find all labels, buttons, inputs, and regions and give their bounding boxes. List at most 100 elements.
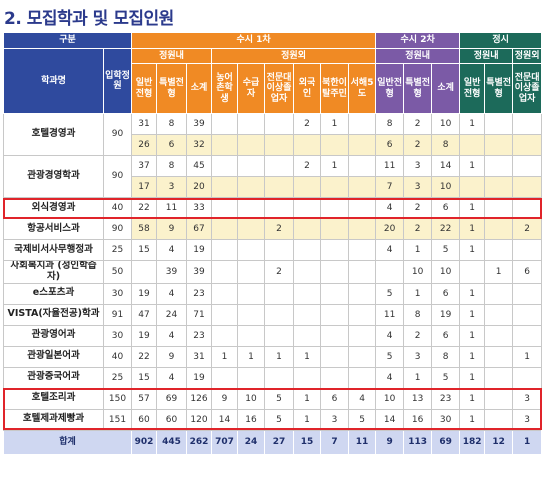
- cell: [512, 366, 543, 389]
- cell: 5: [264, 387, 294, 410]
- cell: [512, 113, 543, 135]
- cell: [264, 303, 294, 326]
- column-header: 수급자: [237, 63, 265, 114]
- cell: 2: [264, 260, 294, 284]
- cell: [264, 282, 294, 305]
- cell: [237, 218, 265, 240]
- column-header: 일반전형: [131, 63, 157, 114]
- column-header: 외국인: [293, 63, 321, 114]
- cell: 1: [459, 387, 486, 410]
- cell: [293, 260, 321, 284]
- cell: 60: [156, 408, 187, 431]
- column-header: 전문대이상졸업자: [512, 63, 543, 114]
- cell: [211, 324, 238, 347]
- cell: [264, 324, 294, 347]
- cell: [459, 134, 486, 156]
- cell: [264, 197, 294, 219]
- cell: 22: [131, 197, 157, 219]
- cell: 4: [156, 324, 187, 347]
- cell: [293, 324, 321, 347]
- cell: 19: [186, 239, 212, 261]
- cell: [347, 197, 377, 219]
- dept-name: 호텔조리과: [3, 387, 104, 410]
- group-header: 수시 1차: [130, 32, 377, 49]
- quota: 50: [103, 260, 132, 284]
- total-cell: 15: [293, 429, 321, 455]
- cell: 20: [186, 176, 212, 198]
- cell: [484, 408, 514, 431]
- dept-name: 사회복지과 (성인학습자): [3, 260, 104, 284]
- cell: 5: [431, 366, 461, 389]
- quota: 90: [103, 218, 132, 240]
- cell: 1: [403, 282, 433, 305]
- cell: 22: [431, 218, 461, 240]
- table-row: 항공서비스과 90 58 9 67 2 20 2 22 1 2: [3, 218, 543, 240]
- cell: [347, 134, 377, 156]
- table-row: e스포츠과 30 19 4 23 5 1 6 1: [3, 282, 543, 305]
- subgroup-header: 정원내: [131, 48, 212, 64]
- cell: 26: [131, 134, 157, 156]
- cell: 5: [347, 408, 377, 431]
- cell: [293, 134, 321, 156]
- cell: 22: [131, 345, 157, 368]
- group-header: 수시 2차: [375, 32, 461, 49]
- cell: 2: [403, 218, 433, 240]
- cell: 9: [156, 218, 187, 240]
- cell: [211, 282, 238, 305]
- table-row: 관광일본어과 40 22 9 31 1 1 1 1 5 3 8 1 1: [3, 345, 543, 368]
- cell: [347, 218, 377, 240]
- cell: 1: [459, 303, 486, 326]
- cell: [484, 282, 514, 305]
- cell: 6: [431, 324, 461, 347]
- cell: [211, 260, 238, 284]
- cell: [237, 197, 265, 219]
- cell: 1: [484, 260, 514, 284]
- cell: 11: [375, 155, 405, 177]
- cell: [484, 113, 514, 135]
- corner-header: 구분: [3, 32, 132, 49]
- cell: [512, 324, 543, 347]
- cell: [512, 155, 543, 177]
- cell: 1: [293, 345, 321, 368]
- quota: 90: [103, 113, 132, 156]
- column-header: 소계: [186, 63, 212, 114]
- cell: [320, 134, 349, 156]
- cell: 8: [156, 155, 187, 177]
- cell: [211, 366, 238, 389]
- cell: [320, 218, 349, 240]
- column-header: 소계: [431, 63, 461, 114]
- cell: [320, 366, 349, 389]
- table-row: 호텔경영과 90 31 8 39 2 1 8 2 10 1: [3, 113, 543, 156]
- cell: 24: [156, 303, 187, 326]
- cell: 2: [403, 324, 433, 347]
- cell: 58: [131, 218, 157, 240]
- total-row: 합계90244526270724271571191136918212115: [3, 429, 543, 455]
- table-row: 호텔제과제빵과 151 60 60 120 14 16 5 1 3 5 14 16 30 1 3: [3, 408, 543, 431]
- dept-name: 국제비서사무행정과: [3, 239, 104, 261]
- cell: 14: [211, 408, 238, 431]
- cell: [211, 134, 238, 156]
- cell: 4: [156, 366, 187, 389]
- cell: [347, 113, 377, 135]
- cell: 4: [156, 239, 187, 261]
- dept-name: 호텔경영과: [3, 113, 104, 156]
- cell: [512, 134, 543, 156]
- cell: 2: [293, 155, 321, 177]
- quota: 25: [103, 366, 132, 389]
- title: 2. 모집학과 및 모집인원: [4, 9, 174, 29]
- cell: 10: [375, 387, 405, 410]
- cell: [293, 239, 321, 261]
- cell: [293, 197, 321, 219]
- table-row: VISTA(자율전공)학과 91 47 24 71 11 8 19 1: [3, 303, 543, 326]
- cell: 23: [431, 387, 461, 410]
- table-row: 호텔조리과 150 57 69 126 9 10 5 1 6 4 10 13 23 1 3: [3, 387, 543, 410]
- cell: [211, 303, 238, 326]
- cell: 1: [459, 197, 486, 219]
- total-cell: 11: [347, 429, 377, 455]
- cell: 19: [431, 303, 461, 326]
- total-cell: 27: [264, 429, 294, 455]
- column-header: 일반전형: [375, 63, 405, 114]
- quota: 30: [103, 282, 132, 305]
- cell: [293, 366, 321, 389]
